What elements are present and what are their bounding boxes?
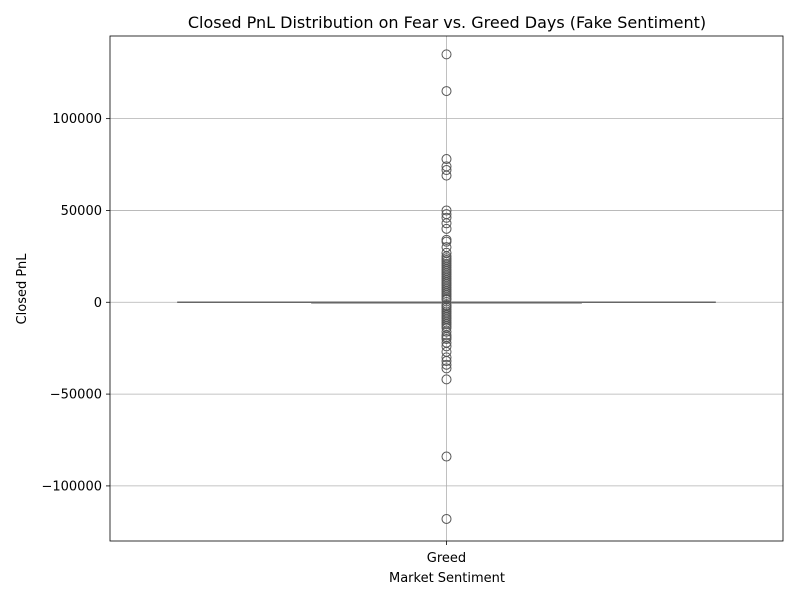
outlier-point: [441, 363, 452, 374]
outlier-point: [441, 326, 452, 337]
outlier-point: [441, 513, 452, 524]
outlier-point: [441, 352, 452, 363]
outlier-point: [441, 451, 452, 462]
outlier-point: [441, 236, 452, 247]
outlier-point: [441, 170, 452, 181]
outlier-point: [441, 374, 452, 385]
y-tick-label: 50000: [61, 204, 102, 219]
outlier-point: [441, 154, 452, 165]
outlier-point: [441, 359, 452, 370]
plot-marks: [177, 49, 716, 524]
outlier-point: [441, 218, 452, 229]
outlier-point: [441, 223, 452, 234]
y-axis-ticks: −100000 −50000 0 50000 100000: [41, 112, 110, 494]
chart-title: Closed PnL Distribution on Fear vs. Gree…: [188, 13, 706, 32]
outlier-point: [441, 294, 452, 305]
outlier-point: [441, 49, 452, 60]
outlier-point: [441, 165, 452, 176]
y-tick-label: 0: [94, 296, 102, 311]
y-axis-label: Closed PnL: [15, 253, 30, 325]
outlier-point: [441, 334, 452, 344]
outlier-point: [441, 86, 452, 97]
y-tick-label: 100000: [52, 112, 102, 127]
x-axis-label: Market Sentiment: [389, 571, 505, 586]
y-tick-label: −50000: [50, 388, 102, 403]
x-axis-ticks: Greed: [427, 541, 466, 566]
x-tick-label: Greed: [427, 551, 466, 566]
outlier-point: [441, 205, 452, 216]
outlier-point: [441, 356, 452, 367]
outlier-point: [441, 341, 452, 352]
outlier-point: [441, 212, 452, 223]
y-tick-label: −100000: [41, 479, 102, 494]
